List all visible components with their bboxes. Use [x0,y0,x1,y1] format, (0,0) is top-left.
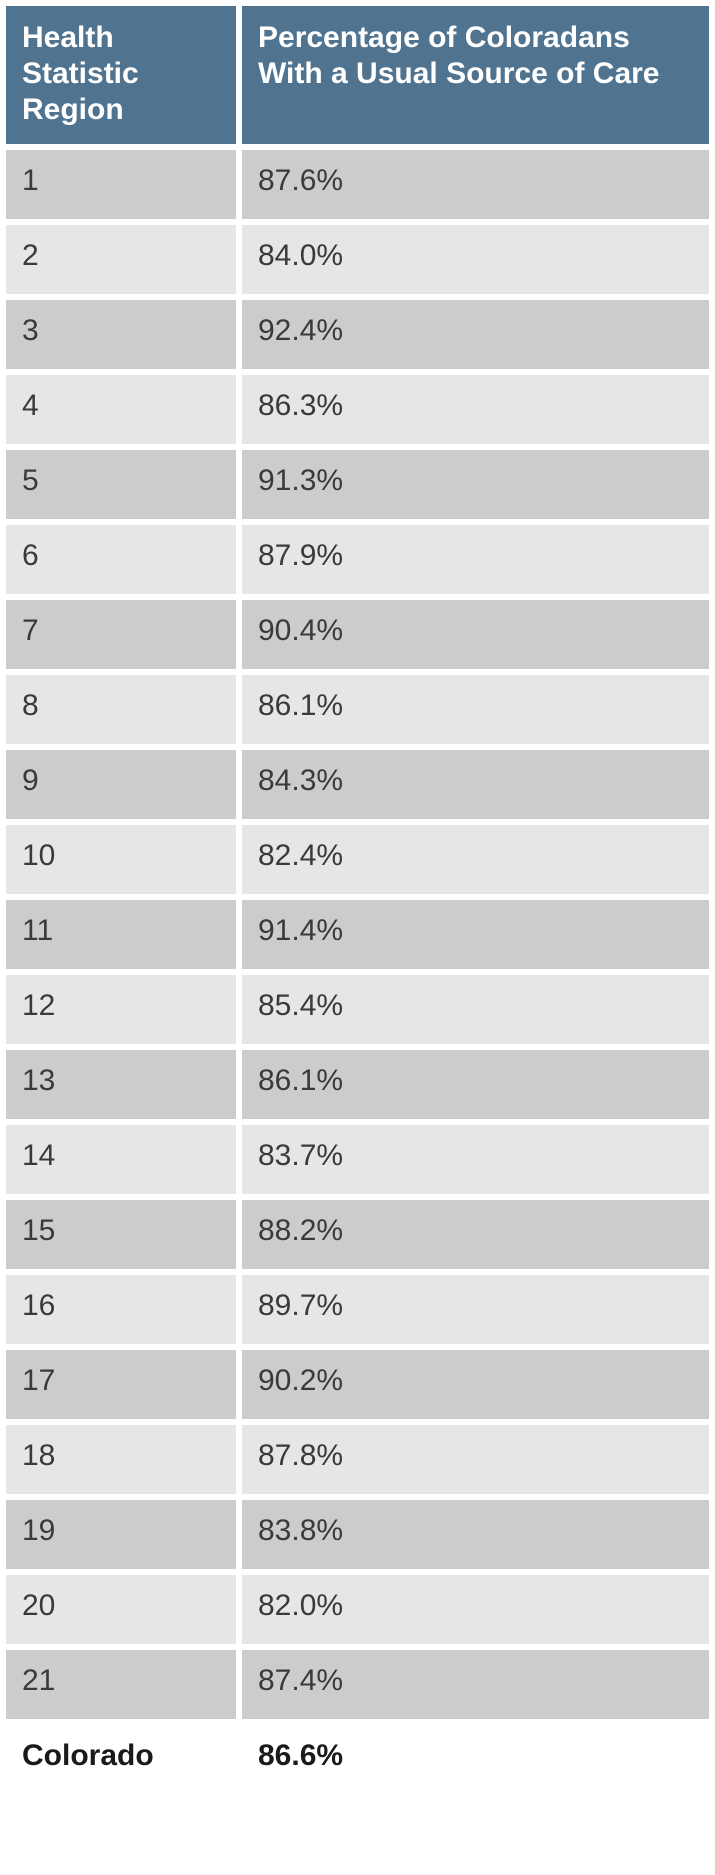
table-row: 1082.4% [6,825,709,894]
cell-region: 20 [6,1575,236,1644]
cell-pct: 83.7% [242,1125,709,1194]
cell-pct: 87.8% [242,1425,709,1494]
cell-region: 1 [6,150,236,219]
cell-pct: 87.9% [242,525,709,594]
cell-region: 12 [6,975,236,1044]
cell-region: 14 [6,1125,236,1194]
table-row: 886.1% [6,675,709,744]
cell-pct: 87.6% [242,150,709,219]
health-region-table: Health Statistic Region Percentage of Co… [0,0,715,1808]
cell-pct: 86.1% [242,675,709,744]
cell-region: 7 [6,600,236,669]
table-header-row: Health Statistic Region Percentage of Co… [6,6,709,144]
cell-pct: 85.4% [242,975,709,1044]
table-row: 984.3% [6,750,709,819]
table-row: 486.3% [6,375,709,444]
table-row: 2187.4% [6,1650,709,1719]
cell-pct: 89.7% [242,1275,709,1344]
table-row: 1790.2% [6,1350,709,1419]
cell-region: 13 [6,1050,236,1119]
cell-region: 5 [6,450,236,519]
cell-pct: 84.3% [242,750,709,819]
cell-region: 18 [6,1425,236,1494]
cell-region: 8 [6,675,236,744]
cell-pct: 88.2% [242,1200,709,1269]
cell-pct: 92.4% [242,300,709,369]
cell-region: 17 [6,1350,236,1419]
cell-region: 3 [6,300,236,369]
cell-region-total: Colorado [6,1725,236,1802]
table-row: 1386.1% [6,1050,709,1119]
table-total-row: Colorado86.6% [6,1725,709,1802]
table-row: 187.6% [6,150,709,219]
col-header-region: Health Statistic Region [6,6,236,144]
cell-pct: 86.3% [242,375,709,444]
cell-region: 21 [6,1650,236,1719]
cell-region: 6 [6,525,236,594]
cell-pct: 83.8% [242,1500,709,1569]
cell-pct: 86.1% [242,1050,709,1119]
cell-pct: 84.0% [242,225,709,294]
cell-region: 15 [6,1200,236,1269]
table-row: 591.3% [6,450,709,519]
table-row: 1588.2% [6,1200,709,1269]
cell-region: 2 [6,225,236,294]
col-header-pct: Percentage of Coloradans With a Usual So… [242,6,709,144]
cell-pct: 90.4% [242,600,709,669]
cell-pct: 82.4% [242,825,709,894]
cell-region: 9 [6,750,236,819]
cell-region: 19 [6,1500,236,1569]
cell-pct: 82.0% [242,1575,709,1644]
table-row: 1191.4% [6,900,709,969]
table-row: 1483.7% [6,1125,709,1194]
cell-region: 16 [6,1275,236,1344]
table-row: 392.4% [6,300,709,369]
cell-region: 4 [6,375,236,444]
cell-pct-total: 86.6% [242,1725,709,1802]
cell-pct: 91.3% [242,450,709,519]
table-row: 2082.0% [6,1575,709,1644]
table-row: 1285.4% [6,975,709,1044]
table-row: 687.9% [6,525,709,594]
table-row: 790.4% [6,600,709,669]
table-row: 284.0% [6,225,709,294]
cell-pct: 87.4% [242,1650,709,1719]
cell-region: 10 [6,825,236,894]
table-row: 1887.8% [6,1425,709,1494]
cell-pct: 90.2% [242,1350,709,1419]
table-row: 1689.7% [6,1275,709,1344]
table-row: 1983.8% [6,1500,709,1569]
cell-region: 11 [6,900,236,969]
cell-pct: 91.4% [242,900,709,969]
